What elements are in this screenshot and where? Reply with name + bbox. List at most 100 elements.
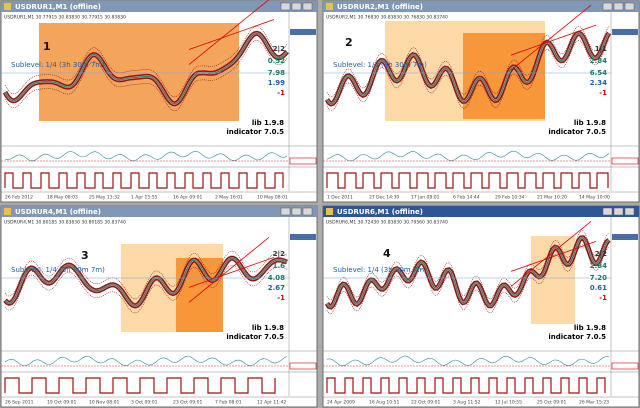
price-label: 7.98 bbox=[268, 69, 285, 77]
maximize-button[interactable] bbox=[291, 207, 302, 216]
chart-window: USDRUR4,M1 (offline) USDRUR4,M1 30.80185 … bbox=[0, 205, 318, 408]
oscillator-line bbox=[326, 150, 610, 162]
level-marker bbox=[289, 157, 317, 165]
lib-version: lib 1.9.8 bbox=[574, 119, 606, 127]
level-marker bbox=[611, 157, 639, 165]
date-label: 14 May 10:00 bbox=[579, 195, 610, 201]
window-icon bbox=[326, 208, 333, 215]
envelope-lower bbox=[4, 39, 288, 112]
price-marker bbox=[612, 234, 638, 240]
price-label: 1.99 bbox=[268, 79, 285, 87]
date-label: 1 Apr 15:55 bbox=[131, 195, 158, 201]
signal-wave bbox=[326, 172, 609, 189]
close-button[interactable] bbox=[624, 207, 635, 216]
indicator-version: indicator 7.0.5 bbox=[226, 128, 284, 136]
date-label: 2 May 16:01 bbox=[215, 195, 243, 201]
window-icon bbox=[4, 208, 11, 215]
oscillator-line bbox=[4, 151, 288, 162]
date-label: 26 Feb 2012 bbox=[5, 195, 33, 201]
date-label: 10 May 08:01 bbox=[257, 195, 288, 201]
date-label: 1 Dec 2011 bbox=[327, 195, 353, 201]
price-label: -1 bbox=[277, 89, 285, 97]
lib-version: lib 1.9.8 bbox=[252, 324, 284, 332]
maximize-button[interactable] bbox=[291, 2, 302, 11]
date-label: 29 Feb 10:34 bbox=[495, 195, 525, 201]
price-label: 6.54 bbox=[590, 69, 607, 77]
indicator-version: indicator 7.0.5 bbox=[548, 128, 606, 136]
sublevel-label: Sublevel: 1/4 (3h 30m 7m) bbox=[11, 266, 105, 274]
sublevel-label: Sublevel: 1/4 (3h 30m 7m) bbox=[333, 266, 427, 274]
trend-line bbox=[188, 237, 270, 303]
minimize-button[interactable] bbox=[280, 2, 291, 11]
window-icon bbox=[4, 3, 11, 10]
price-marker bbox=[612, 29, 638, 35]
date-label: 7 Feb 08:01 bbox=[215, 400, 242, 406]
date-label: 24 Apr 2009 bbox=[327, 400, 355, 406]
sublevel-label: Sublevel: 1/4 (3h 30m 7m) bbox=[333, 61, 427, 69]
date-label: 26 Sep 2011 bbox=[5, 400, 34, 406]
price-label: 2.34 bbox=[590, 79, 607, 87]
title-bar bbox=[1, 1, 317, 12]
price-label: -1 bbox=[599, 294, 607, 302]
title-bar bbox=[323, 206, 639, 217]
trend-line bbox=[188, 19, 275, 50]
envelope-upper bbox=[326, 25, 610, 98]
price-label: 2.84 bbox=[590, 262, 607, 270]
envelope-upper bbox=[326, 230, 610, 301]
trend-line bbox=[510, 24, 597, 56]
price-label: 1|1 bbox=[595, 45, 607, 54]
window-icon bbox=[326, 3, 333, 10]
symbol-header: USDRUR2,M1 30.76830 30.83830 30.76830 30… bbox=[326, 15, 448, 21]
minimize-button[interactable] bbox=[602, 207, 613, 216]
price-label: 2.67 bbox=[268, 284, 285, 292]
oscillator-line bbox=[4, 355, 288, 367]
close-button[interactable] bbox=[624, 2, 635, 11]
window-frame bbox=[322, 205, 640, 408]
date-label: 25 Oct 09:01 bbox=[537, 400, 566, 406]
date-label: 12 Apr 11:42 bbox=[257, 400, 286, 406]
envelope-lower bbox=[4, 264, 288, 314]
price-line bbox=[326, 237, 610, 308]
date-label: 22 Oct 09:01 bbox=[411, 400, 440, 406]
date-label: 6 Feb 14:44 bbox=[453, 195, 480, 201]
price-label: 7.20 bbox=[590, 274, 607, 282]
date-label: 12 Jul 10:55 bbox=[495, 400, 522, 406]
date-label: 21 Mar 10:20 bbox=[537, 195, 567, 201]
date-label: 16 Aug 10:51 bbox=[369, 400, 399, 406]
date-label: 16 Apr 09:01 bbox=[173, 195, 202, 201]
price-line bbox=[4, 257, 288, 307]
minimize-button[interactable] bbox=[280, 207, 291, 216]
signal-wave bbox=[4, 172, 284, 189]
price-label: 2|2 bbox=[273, 45, 285, 54]
price-label: 2|2 bbox=[595, 250, 607, 259]
price-line bbox=[326, 32, 610, 105]
level-marker bbox=[611, 362, 639, 370]
maximize-button[interactable] bbox=[613, 2, 624, 11]
lib-version: lib 1.9.8 bbox=[574, 324, 606, 332]
window-title: USDRUR4,M1 (offline) bbox=[15, 208, 101, 216]
chart-window: USDRUR1,M1 (offline) USDRUR1,M1 30.77915 … bbox=[0, 0, 318, 203]
date-label: 19 Oct 09:01 bbox=[47, 400, 76, 406]
symbol-header: USDRUR6,M1 30.72430 30.83830 30.79560 30… bbox=[326, 220, 448, 226]
trend-line bbox=[510, 4, 592, 71]
sublevel-label: Sublevel: 1/4 (3h 30m 7m) bbox=[11, 61, 105, 69]
price-label: -1 bbox=[277, 294, 285, 302]
price-line bbox=[4, 32, 288, 105]
title-bar bbox=[323, 1, 639, 12]
minimize-button[interactable] bbox=[602, 2, 613, 11]
trend-line bbox=[188, 0, 270, 65]
envelope-upper bbox=[4, 25, 288, 98]
price-marker bbox=[290, 234, 316, 240]
symbol-header: USDRUR1,M1 30.77915 30.83830 30.77915 30… bbox=[4, 15, 126, 21]
chart-number: 4 bbox=[383, 247, 391, 260]
symbol-header: USDRUR4,M1 30.80185 30.83830 30.80185 30… bbox=[4, 220, 126, 226]
close-button[interactable] bbox=[302, 2, 313, 11]
maximize-button[interactable] bbox=[613, 207, 624, 216]
chart-window: USDRUR2,M1 (offline) USDRUR2,M1 30.76830 … bbox=[322, 0, 640, 203]
trend-line bbox=[188, 256, 275, 288]
price-label: -1 bbox=[599, 89, 607, 97]
close-button[interactable] bbox=[302, 207, 313, 216]
indicator-version: indicator 7.0.5 bbox=[226, 333, 284, 341]
level-marker bbox=[289, 362, 317, 370]
date-label: 23 Oct 09:01 bbox=[173, 400, 202, 406]
